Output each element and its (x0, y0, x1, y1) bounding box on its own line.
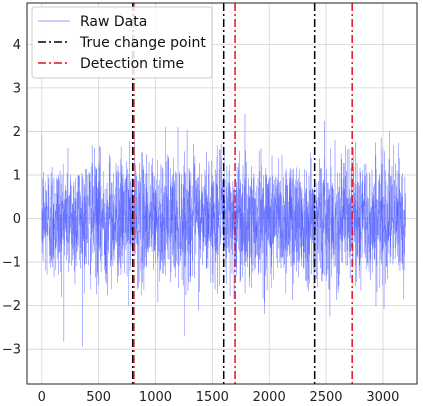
y-tick-label: −3 (2, 343, 21, 358)
x-tick-label: 1500 (196, 390, 229, 405)
x-tick-label: 3000 (366, 390, 399, 405)
legend-label: Detection time (80, 56, 184, 72)
x-axis: 0 500 1000 1500 2000 2500 3000 (38, 390, 400, 405)
plot-frame (26, 2, 418, 385)
legend-label: True change point (79, 35, 206, 51)
legend: Raw Data True change point Detection time (31, 6, 213, 79)
x-tick-label: 500 (86, 390, 111, 405)
legend-label: Raw Data (80, 14, 147, 30)
x-tick-label: 0 (38, 390, 46, 405)
y-axis: −3 −2 −1 0 1 2 3 4 (2, 38, 21, 358)
y-tick-label: −2 (2, 299, 21, 314)
y-tick-label: 4 (13, 38, 21, 53)
y-tick-label: 1 (13, 168, 21, 183)
y-tick-label: −1 (2, 256, 21, 271)
x-tick-label: 1000 (139, 390, 172, 405)
y-tick-label: 0 (13, 212, 21, 227)
y-tick-label: 3 (13, 81, 21, 96)
legend-box (31, 6, 213, 79)
x-tick-label: 2500 (309, 390, 342, 405)
y-tick-label: 2 (13, 125, 21, 140)
x-tick-label: 2000 (253, 390, 286, 405)
